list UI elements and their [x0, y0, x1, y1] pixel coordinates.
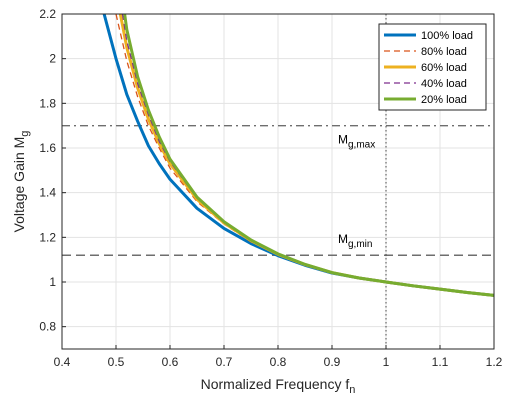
y-tick-label: 0.8 [39, 320, 56, 334]
y-tick-label: 2 [49, 52, 56, 66]
x-tick-label: 0.6 [162, 355, 179, 369]
y-tick-label: 2.2 [39, 7, 56, 21]
legend-label: 40% load [421, 78, 467, 90]
legend: 100% load 80% load 60% load 40% load 20% loa… [378, 23, 487, 111]
y-tick-label: 1.8 [39, 96, 56, 110]
x-tick-label: 0.5 [108, 355, 125, 369]
x-tick-label: 1.1 [432, 355, 449, 369]
y-axis-label: Voltage Gain Mg [11, 131, 31, 233]
tick-labels: 0.4 0.5 0.6 0.7 0.8 0.9 1 1.1 1.2 0.8 1 1.2 1.4 1.6 1.… [39, 7, 502, 369]
x-tick-label: 0.8 [270, 355, 287, 369]
series-line-20-load [123, 14, 494, 297]
legend-label: 100% load [421, 30, 473, 42]
series-lines [102, 14, 494, 297]
x-tick-label: 0.9 [324, 355, 341, 369]
axis-labels: Normalized Frequency fn Voltage Gain Mg [11, 131, 355, 396]
y-tick-label: 1.6 [39, 141, 56, 155]
legend-label: 60% load [421, 62, 467, 74]
x-tick-label: 1 [383, 355, 390, 369]
x-tick-label: 0.7 [216, 355, 233, 369]
x-tick-label: 0.4 [54, 355, 71, 369]
y-tick-label: 1 [49, 275, 56, 289]
series-line-80-load [115, 14, 494, 297]
mg-max-label: Mg,max [338, 133, 375, 151]
y-tick-label: 1.2 [39, 230, 56, 244]
x-tick-label: 1.2 [486, 355, 503, 369]
legend-label: 20% load [421, 94, 467, 106]
mg-min-label: Mg,min [338, 232, 372, 250]
annotations: Mg,max Mg,min [338, 133, 375, 251]
y-tick-label: 1.4 [39, 186, 56, 200]
legend-label: 80% load [421, 46, 467, 58]
x-axis-label: Normalized Frequency fn [201, 376, 356, 396]
